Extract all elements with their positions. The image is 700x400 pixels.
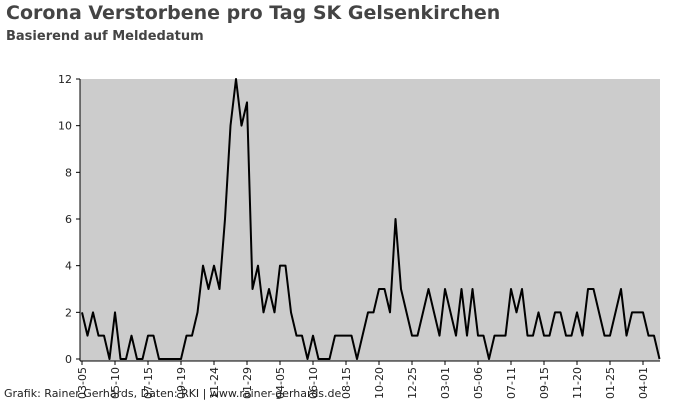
y-tick-label: 6 (65, 213, 72, 226)
y-tick-label: 12 (58, 73, 72, 86)
y-tick-label: 4 (65, 260, 72, 273)
y-tick-label: 8 (65, 166, 72, 179)
x-tick-label: 07-11 (505, 367, 518, 399)
x-tick-label: 05-10 (109, 367, 122, 399)
y-tick-label: 10 (58, 120, 72, 133)
x-tick-label: 09-15 (538, 367, 551, 399)
y-tick-label: 2 (65, 306, 72, 319)
x-tick-label: 08-15 (340, 367, 353, 399)
footer: Grafik: Rainer Gerhards, Daten: RKI | ww… (4, 387, 342, 400)
x-tick-label: 07-15 (142, 367, 155, 399)
plot-area (80, 79, 660, 361)
x-tick-label: 05-06 (472, 367, 485, 399)
x-tick-label: 09-19 (175, 367, 188, 399)
x-tick-label: 10-20 (373, 367, 386, 399)
chart-subtitle: Basierend auf Meldedatum (6, 29, 204, 44)
x-tick-label: 06-10 (307, 367, 320, 399)
x-tick-label: 11-24 (208, 367, 221, 399)
x-tick-label: 01-25 (604, 367, 617, 399)
data-line (81, 78, 661, 360)
x-tick-label: 11-20 (571, 367, 584, 399)
x-tick-label: 04-01 (637, 367, 650, 399)
chart-title: Corona Verstorbene pro Tag SK Gelsenkirc… (6, 2, 500, 24)
y-tick-label: 0 (65, 353, 72, 366)
x-tick-label: 03-01 (439, 367, 452, 399)
x-tick-label: 01-29 (241, 367, 254, 399)
x-tick-label: 04-05 (274, 367, 287, 399)
x-tick-label: 12-25 (406, 367, 419, 399)
x-tick-label: 03-05 (76, 367, 89, 399)
